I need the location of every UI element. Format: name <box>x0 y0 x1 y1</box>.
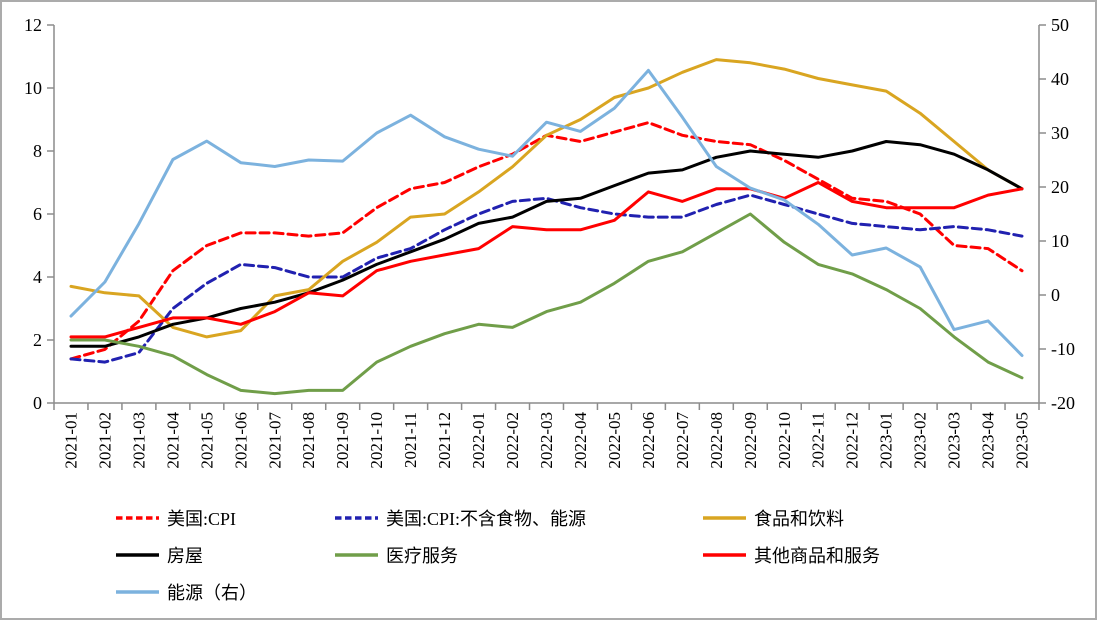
y-right-tick-label: 20 <box>1051 177 1069 197</box>
y-left-tick-label: 4 <box>33 267 42 287</box>
x-tick-label: 2021-02 <box>95 412 114 469</box>
x-tick-label: 2021-09 <box>333 412 352 469</box>
y-right-tick-label: 30 <box>1051 123 1069 143</box>
x-tick-label: 2023-01 <box>877 412 896 469</box>
y-right-tick-label: 40 <box>1051 69 1069 89</box>
series-line-food-and-beverages <box>69 58 1024 339</box>
series-line-us-core-cpi <box>69 193 1024 364</box>
x-tick-label: 2023-04 <box>979 412 998 469</box>
x-tick-label: 2021-05 <box>197 412 216 469</box>
x-tick-label: 2022-01 <box>469 412 488 469</box>
y-right-tick-label: -10 <box>1051 339 1075 359</box>
x-tick-label: 2021-10 <box>367 412 386 469</box>
series-line-medical-services <box>69 212 1024 396</box>
x-tick-label: 2021-12 <box>435 412 454 469</box>
y-left-tick-label: 2 <box>33 330 42 350</box>
x-tick-label: 2023-02 <box>911 412 930 469</box>
x-tick-label: 2022-05 <box>605 412 624 469</box>
x-tick-label: 2021-01 <box>61 412 80 469</box>
x-tick-label: 2022-12 <box>843 412 862 469</box>
y-left-tick-label: 0 <box>33 393 42 413</box>
x-tick-label: 2021-08 <box>299 412 318 469</box>
y-right-tick-label: 10 <box>1051 231 1069 251</box>
x-axis: 2021-01 2021-02 2021-03 2021-04 2021-05 2021-… <box>53 403 1040 469</box>
x-tick-label: 2021-07 <box>265 412 284 469</box>
series-line-housing <box>69 140 1024 348</box>
y-right-tick-label: 50 <box>1051 15 1069 35</box>
series-line-us-cpi <box>69 121 1024 361</box>
x-tick-label: 2023-03 <box>945 412 964 469</box>
x-tick-label: 2022-11 <box>809 412 828 468</box>
x-tick-label: 2021-03 <box>129 412 148 469</box>
x-tick-label: 2022-02 <box>503 412 522 469</box>
y-axis-right: -20 -10 0 10 20 30 40 50 <box>1039 15 1075 413</box>
x-tick-label: 2023-05 <box>1013 412 1032 469</box>
y-left-tick-label: 6 <box>33 204 42 224</box>
x-tick-label: 2022-09 <box>741 412 760 469</box>
x-tick-label: 2021-06 <box>231 412 250 469</box>
x-tick-label: 2022-08 <box>707 412 726 469</box>
y-left-tick-label: 8 <box>33 141 42 161</box>
x-tick-label: 2022-06 <box>639 412 658 469</box>
x-tick-label: 2022-10 <box>775 412 794 469</box>
x-tick-label: 2022-07 <box>673 412 692 469</box>
series-line-energy-right-axis <box>69 68 1024 357</box>
x-tick-label: 2021-04 <box>163 412 182 469</box>
series-lines <box>69 58 1024 396</box>
y-right-tick-label: 0 <box>1051 285 1060 305</box>
axes <box>53 25 1040 404</box>
y-right-tick-label: -20 <box>1051 393 1075 413</box>
y-left-tick-label: 10 <box>24 78 42 98</box>
x-tick-label: 2021-11 <box>401 412 420 468</box>
x-tick-label: 2022-04 <box>571 412 590 469</box>
x-tick-label: 2022-03 <box>537 412 556 469</box>
y-left-tick-label: 12 <box>24 15 42 35</box>
y-axis-left: 0 2 4 6 8 10 12 <box>24 15 54 413</box>
series-line-other-goods-and-services <box>69 181 1024 339</box>
